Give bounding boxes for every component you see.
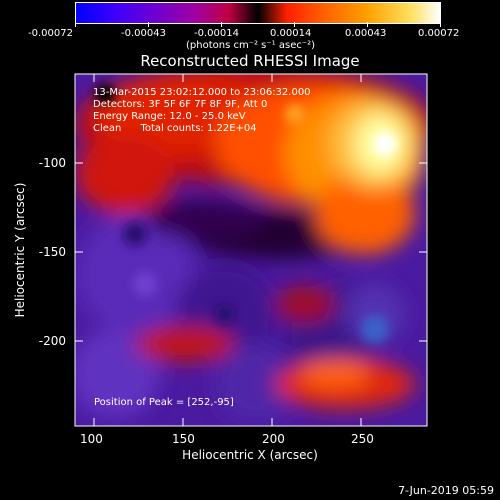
colorbar-tick-label: 0.00072 [418, 28, 460, 39]
colorbar-tick-labels: -0.00072 -0.00043 -0.00014 0.00014 0.000… [0, 28, 500, 42]
plot-title: Reconstructed RHESSI Image [140, 52, 360, 70]
colorbar-tick-label: 0.00043 [345, 28, 387, 39]
rhessi-image [75, 74, 427, 426]
x-tick-label: 200 [262, 432, 285, 446]
peak-position-label: Position of Peak = [252,-95] [94, 397, 234, 408]
colorbar-tick-label: 0.00014 [270, 28, 312, 39]
colorbar-units: (photons cm⁻² s⁻¹ asec⁻²) [186, 40, 316, 51]
x-tick-label: 100 [80, 432, 103, 446]
colorbar-tick-label: -0.00072 [28, 28, 73, 39]
colorbar-tick-label: -0.00043 [121, 28, 166, 39]
x-tick-label: 250 [351, 432, 374, 446]
y-tick-labels: -100 -150 -200 [0, 0, 72, 500]
annotation-total-counts: Clean Total counts: 1.22E+04 [93, 123, 257, 134]
colorbar-ticks [75, 22, 441, 28]
x-axis-label: Heliocentric X (arcsec) [182, 448, 318, 462]
footer-timestamp: 7-Jun-2019 05:59 [398, 484, 494, 497]
y-tick-label: -100 [38, 156, 66, 170]
colorbar [75, 2, 441, 24]
y-tick-label: -150 [38, 245, 66, 259]
annotation-detectors: Detectors: 3F 5F 6F 7F 8F 9F, Att 0 [93, 99, 268, 110]
x-tick-label: 150 [172, 432, 195, 446]
colorbar-tick-label: -0.00014 [194, 28, 239, 39]
y-axis-label: Heliocentric Y (arcsec) [13, 182, 27, 318]
plot-annotations: 13-Mar-2015 23:02:12.000 to 23:06:32.000… [93, 87, 311, 135]
y-tick-label: -200 [38, 334, 66, 348]
annotation-time-range: 13-Mar-2015 23:02:12.000 to 23:06:32.000 [93, 87, 311, 98]
annotation-energy-range: Energy Range: 12.0 - 25.0 keV [93, 111, 246, 122]
